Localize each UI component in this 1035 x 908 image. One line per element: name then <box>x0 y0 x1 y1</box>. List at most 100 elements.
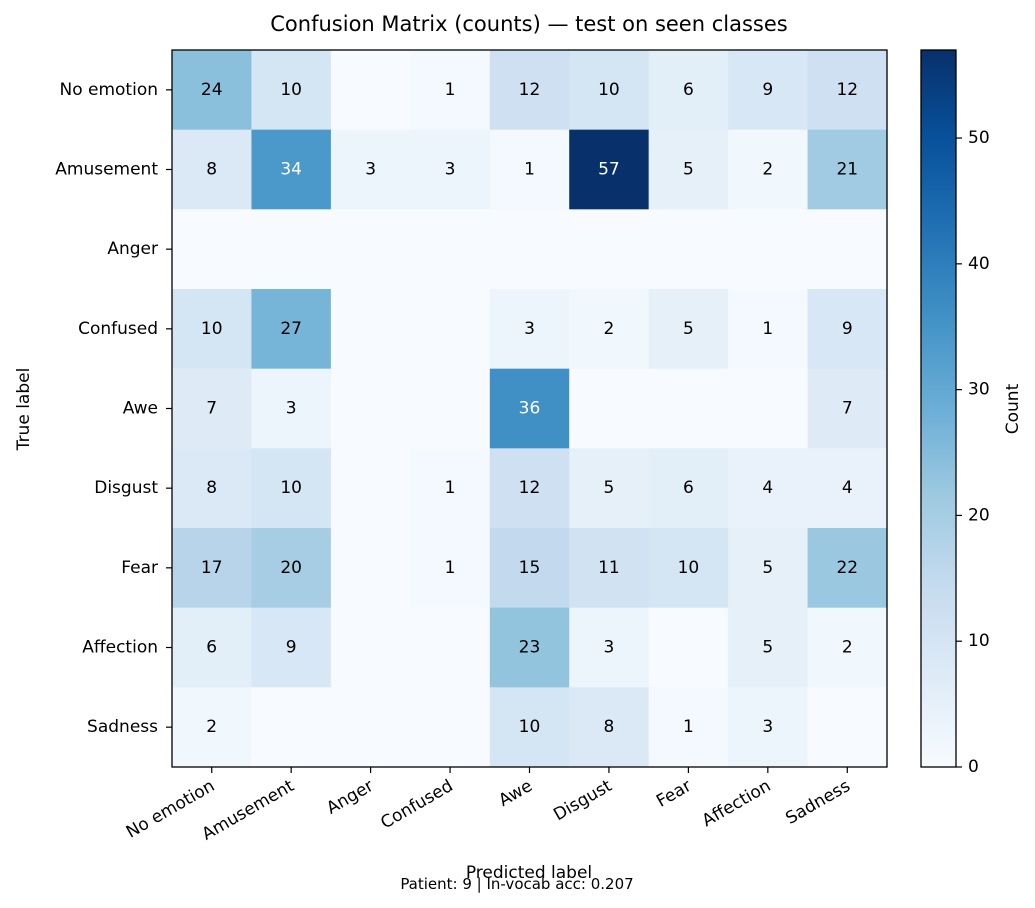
cell-value-label: 15 <box>519 558 541 578</box>
cell-value-label: 6 <box>683 80 694 100</box>
y-tick-label: Sadness <box>87 717 158 737</box>
heatmap-cell <box>728 687 809 768</box>
y-tick-label: Amusement <box>55 160 158 180</box>
heatmap-cell <box>569 528 650 609</box>
cell-value-label: 6 <box>683 478 694 498</box>
heatmap-cell <box>648 209 729 290</box>
cell-value-label: 9 <box>762 80 773 100</box>
cell-value-label: 5 <box>604 478 615 498</box>
heatmap-cell <box>489 607 570 688</box>
heatmap-cell <box>648 50 729 131</box>
heatmap-cell <box>251 209 332 290</box>
cell-value-label: 2 <box>762 160 773 180</box>
heatmap-cell <box>807 528 888 609</box>
heatmap-cell <box>330 50 411 131</box>
heatmap-cell <box>728 368 809 449</box>
heatmap-cell <box>330 448 411 529</box>
colorbar-tick-label: 40 <box>968 254 990 274</box>
colorbar-ticks: 0 10 20 30 40 50 <box>956 128 990 777</box>
cell-value-label: 1 <box>762 319 773 339</box>
heatmap-cell <box>807 687 888 768</box>
y-axis-ticks: No emotion Amusement Anger Confused Awe Disgu… <box>55 80 172 737</box>
heatmap-cell <box>807 368 888 449</box>
cell-value-label: 22 <box>836 558 858 578</box>
cell-value-label: 3 <box>524 319 535 339</box>
heatmap-cell <box>330 528 411 609</box>
cell-value-label: 1 <box>445 478 456 498</box>
heatmap-cell <box>569 129 650 210</box>
heatmap-cell <box>569 289 650 370</box>
heatmap-cell <box>251 607 332 688</box>
heatmap-cell <box>489 209 570 290</box>
cell-value-label: 5 <box>683 160 694 180</box>
cell-value-label: 5 <box>762 558 773 578</box>
heatmap-cell <box>172 209 253 290</box>
y-tick-label: Fear <box>121 558 158 578</box>
heatmap-cell <box>728 607 809 688</box>
heatmap-cell <box>489 528 570 609</box>
x-tick-label: Awe <box>495 776 536 811</box>
x-tick-label: Disgust <box>550 776 616 825</box>
y-tick-label: No emotion <box>59 80 158 100</box>
heatmap-cell <box>251 528 332 609</box>
cell-value-label: 10 <box>280 478 302 498</box>
heatmap-cell <box>489 50 570 131</box>
heatmap-cell <box>648 528 729 609</box>
cell-value-label: 1 <box>445 80 456 100</box>
x-tick-label: Anger <box>323 776 377 819</box>
cell-value-label: 1 <box>445 558 456 578</box>
heatmap-cell <box>728 209 809 290</box>
cell-value-label: 9 <box>842 319 853 339</box>
cell-value-label: 10 <box>201 319 223 339</box>
heatmap-cell <box>172 607 253 688</box>
heatmap-cell <box>728 448 809 529</box>
cell-value-label: 10 <box>598 80 620 100</box>
cell-value-label: 1 <box>524 160 535 180</box>
cell-value-label: 12 <box>519 478 541 498</box>
y-tick-label: Disgust <box>94 478 158 498</box>
cell-value-label: 10 <box>678 558 700 578</box>
y-tick-label: Awe <box>123 399 158 419</box>
heatmap-cell <box>728 129 809 210</box>
heatmap-cell <box>648 448 729 529</box>
colorbar-label: Count <box>1003 383 1023 434</box>
heatmap-cells <box>172 50 888 768</box>
cell-value-label: 36 <box>519 399 541 419</box>
heatmap-cell <box>728 289 809 370</box>
cell-value-label: 2 <box>604 319 615 339</box>
heatmap-cell <box>569 50 650 131</box>
heatmap-cell <box>489 687 570 768</box>
heatmap-cell <box>489 448 570 529</box>
cell-value-label: 5 <box>762 638 773 658</box>
cell-value-label: 5 <box>683 319 694 339</box>
heatmap-cell <box>648 368 729 449</box>
heatmap-cell <box>172 368 253 449</box>
cell-value-label: 3 <box>445 160 456 180</box>
colorbar-gradient <box>921 50 956 767</box>
cell-value-label: 23 <box>519 638 541 658</box>
heatmap-cell <box>807 209 888 290</box>
heatmap-cell <box>807 448 888 529</box>
cell-value-label: 8 <box>206 478 217 498</box>
cell-value-label: 10 <box>280 80 302 100</box>
heatmap-cell <box>569 687 650 768</box>
cell-value-label: 3 <box>286 399 297 419</box>
heatmap-cell <box>172 448 253 529</box>
heatmap-cell <box>410 528 491 609</box>
heatmap-cell <box>251 50 332 131</box>
cell-value-label: 8 <box>206 160 217 180</box>
cell-value-label: 3 <box>604 638 615 658</box>
cell-value-label: 57 <box>598 160 620 180</box>
y-axis-label: True label <box>14 368 34 452</box>
cell-value-label: 3 <box>365 160 376 180</box>
x-tick-label: Affection <box>699 776 775 831</box>
colorbar-frame <box>920 49 957 768</box>
heatmap-cell <box>410 129 491 210</box>
heatmap-cell <box>569 448 650 529</box>
colorbar-tick-label: 30 <box>968 380 990 400</box>
heatmap-cell <box>410 50 491 131</box>
heatmap-cell <box>172 129 253 210</box>
x-tick-label: Confused <box>377 776 456 833</box>
heatmap-cell <box>648 289 729 370</box>
